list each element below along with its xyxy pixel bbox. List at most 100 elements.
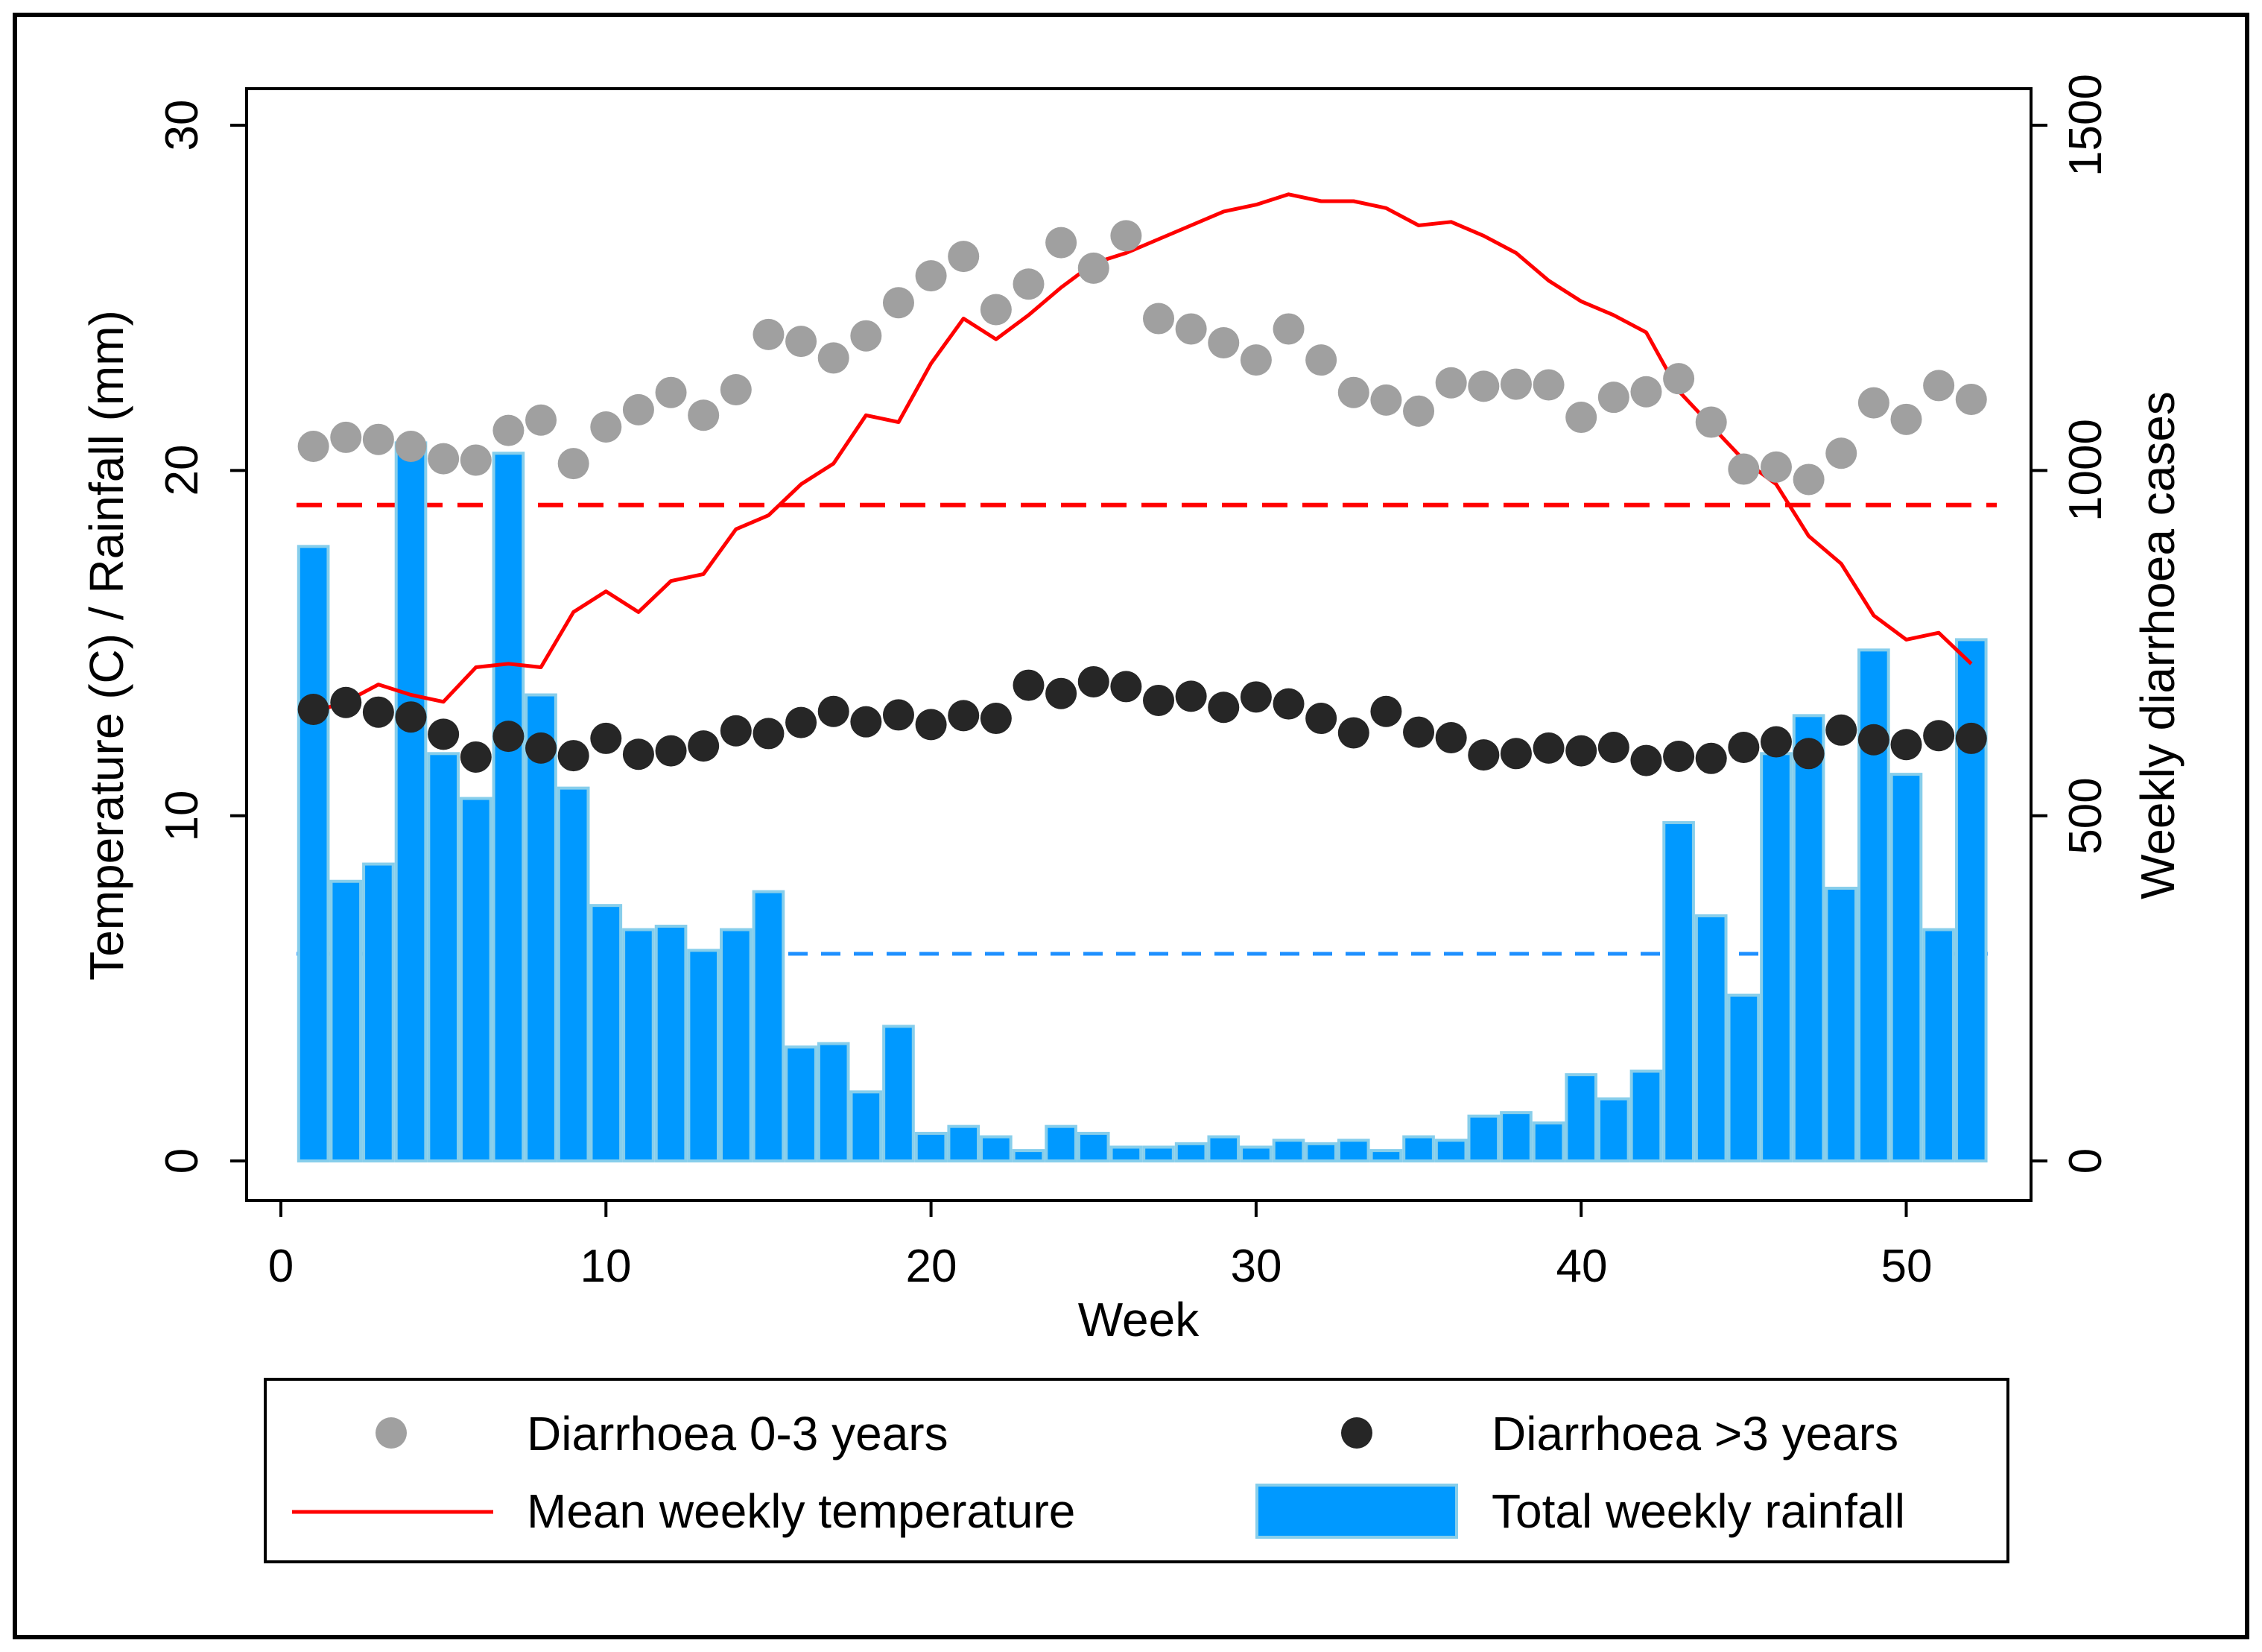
diarrhoea-0-3-point — [1923, 370, 1955, 402]
diarrhoea-0-3-point — [753, 318, 785, 350]
diarrhoea-0-3-point — [330, 421, 362, 453]
diarrhoea-over-3-point — [817, 695, 849, 727]
diarrhoea-0-3-point — [1240, 344, 1272, 376]
diarrhoea-over-3-point — [948, 700, 980, 732]
diarrhoea-0-3-point — [1597, 382, 1629, 414]
diarrhoea-over-3-points — [297, 665, 1987, 776]
rainfall-bar — [329, 879, 363, 1163]
y-tick-label: 20 — [156, 445, 208, 496]
x-axis-title: Week — [1078, 1293, 1200, 1346]
diarrhoea-over-3-point — [622, 738, 654, 770]
rainfall-bar — [1889, 773, 1923, 1162]
rainfall-bar — [1434, 1139, 1468, 1163]
diarrhoea-over-3-point — [850, 706, 882, 738]
rainfall-bar — [492, 452, 525, 1162]
diarrhoea-over-3-point — [330, 686, 362, 718]
diarrhoea-over-3-point — [882, 699, 914, 731]
diarrhoea-over-3-point — [1857, 724, 1889, 756]
diarrhoea-over-3-point — [557, 740, 589, 772]
diarrhoea-0-3-point — [297, 430, 329, 462]
diarrhoea-0-3-point — [1695, 406, 1727, 438]
diarrhoea-0-3-point — [980, 294, 1012, 326]
x-tick-label: 50 — [1881, 1241, 1933, 1292]
diarrhoea-0-3-point — [1403, 395, 1435, 427]
diarrhoea-0-3-point — [688, 399, 720, 431]
rainfall-bar — [1922, 928, 1955, 1162]
diarrhoea-0-3-point — [1273, 313, 1305, 345]
rainfall-bar — [914, 1131, 948, 1163]
legend-swatch-blue-bar — [1255, 1484, 1458, 1539]
rainfall-bar — [1174, 1142, 1208, 1162]
diarrhoea-0-3-point — [1305, 344, 1337, 376]
rainfall-bar — [752, 890, 785, 1162]
diarrhoea-over-3-point — [1500, 738, 1532, 770]
rainfall-bar — [1402, 1135, 1435, 1162]
rainfall-bar — [1305, 1142, 1337, 1162]
y2-tick-label: 500 — [2060, 777, 2111, 854]
diarrhoea-0-3-point — [1760, 451, 1792, 483]
diarrhoea-0-3-point — [948, 241, 980, 273]
diarrhoea-0-3-point — [428, 443, 460, 475]
x-tick-label: 10 — [580, 1241, 632, 1292]
legend-label: Diarrhoea >3 years — [1492, 1407, 1898, 1460]
diarrhoea-0-3-point — [525, 404, 557, 436]
diarrhoea-0-3-point — [1533, 369, 1565, 401]
rainfall-bar — [1532, 1121, 1565, 1162]
diarrhoea-over-3-point — [1728, 731, 1760, 763]
diarrhoea-over-3-point — [1597, 731, 1629, 763]
rainfall-bar — [1045, 1124, 1077, 1163]
rainfall-bar — [1337, 1139, 1370, 1163]
legend-label: Total weekly rainfall — [1492, 1484, 1905, 1538]
rainfall-bar — [1597, 1097, 1630, 1162]
diarrhoea-over-3-point — [1273, 688, 1305, 720]
diarrhoea-0-3-point — [395, 430, 427, 462]
diarrhoea-0-3-point — [1045, 227, 1077, 259]
y-tick-label: 10 — [156, 791, 208, 842]
rainfall-bar — [980, 1135, 1013, 1162]
diarrhoea-over-3-point — [980, 703, 1012, 735]
rainfall-bar — [1369, 1149, 1403, 1162]
diarrhoea-over-3-point — [1890, 729, 1922, 761]
diarrhoea-0-3-point — [1370, 384, 1402, 416]
rainfall-bar — [1565, 1073, 1598, 1163]
rainfall-bar — [622, 928, 655, 1162]
y-tick-label: 0 — [156, 1148, 208, 1174]
rainfall-bar — [297, 545, 330, 1162]
y-tick-label: 30 — [156, 100, 208, 151]
rainfall-bar — [394, 441, 428, 1162]
diarrhoea-over-3-point — [1175, 680, 1207, 712]
legend-swatch-gray-marker — [376, 1417, 407, 1449]
diarrhoea-0-3-point — [1175, 313, 1207, 345]
rainfall-bar — [1500, 1111, 1533, 1162]
x-tick-label: 30 — [1231, 1241, 1282, 1292]
diarrhoea-over-3-point — [1630, 744, 1662, 776]
diarrhoea-0-3-point — [1143, 303, 1175, 335]
rainfall-bar — [1077, 1131, 1110, 1163]
diarrhoea-0-3-points — [297, 220, 1987, 496]
diarrhoea-0-3-point — [1208, 326, 1240, 358]
diarrhoea-0-3-point — [1793, 463, 1825, 496]
legend-label: Diarrhoea 0-3 years — [527, 1407, 948, 1460]
diarrhoea-0-3-point — [1630, 376, 1662, 408]
diarrhoea-over-3-point — [1013, 669, 1045, 701]
diarrhoea-0-3-point — [1337, 376, 1369, 408]
rainfall-bar — [1207, 1135, 1241, 1162]
diarrhoea-over-3-point — [915, 709, 947, 741]
diarrhoea-over-3-point — [1825, 714, 1857, 746]
diarrhoea-over-3-point — [1923, 720, 1955, 752]
rainfall-bar — [362, 862, 395, 1162]
diarrhoea-0-3-point — [1468, 370, 1500, 402]
y2-tick-label: 1500 — [2060, 74, 2111, 177]
y2-axis-title: Weekly diarrhoea cases — [2131, 391, 2185, 899]
diarrhoea-0-3-point — [590, 411, 622, 443]
diarrhoea-over-3-point — [1337, 717, 1369, 749]
rainfall-bar — [1109, 1145, 1143, 1163]
diarrhoea-0-3-point — [1500, 368, 1532, 400]
diarrhoea-over-3-point — [1240, 681, 1272, 713]
rainfall-bar — [687, 949, 720, 1162]
diarrhoea-over-3-point — [1435, 721, 1467, 753]
diarrhoea-0-3-point — [1825, 437, 1857, 469]
rainfall-bar — [785, 1045, 817, 1162]
rainfall-bars — [297, 441, 1988, 1163]
